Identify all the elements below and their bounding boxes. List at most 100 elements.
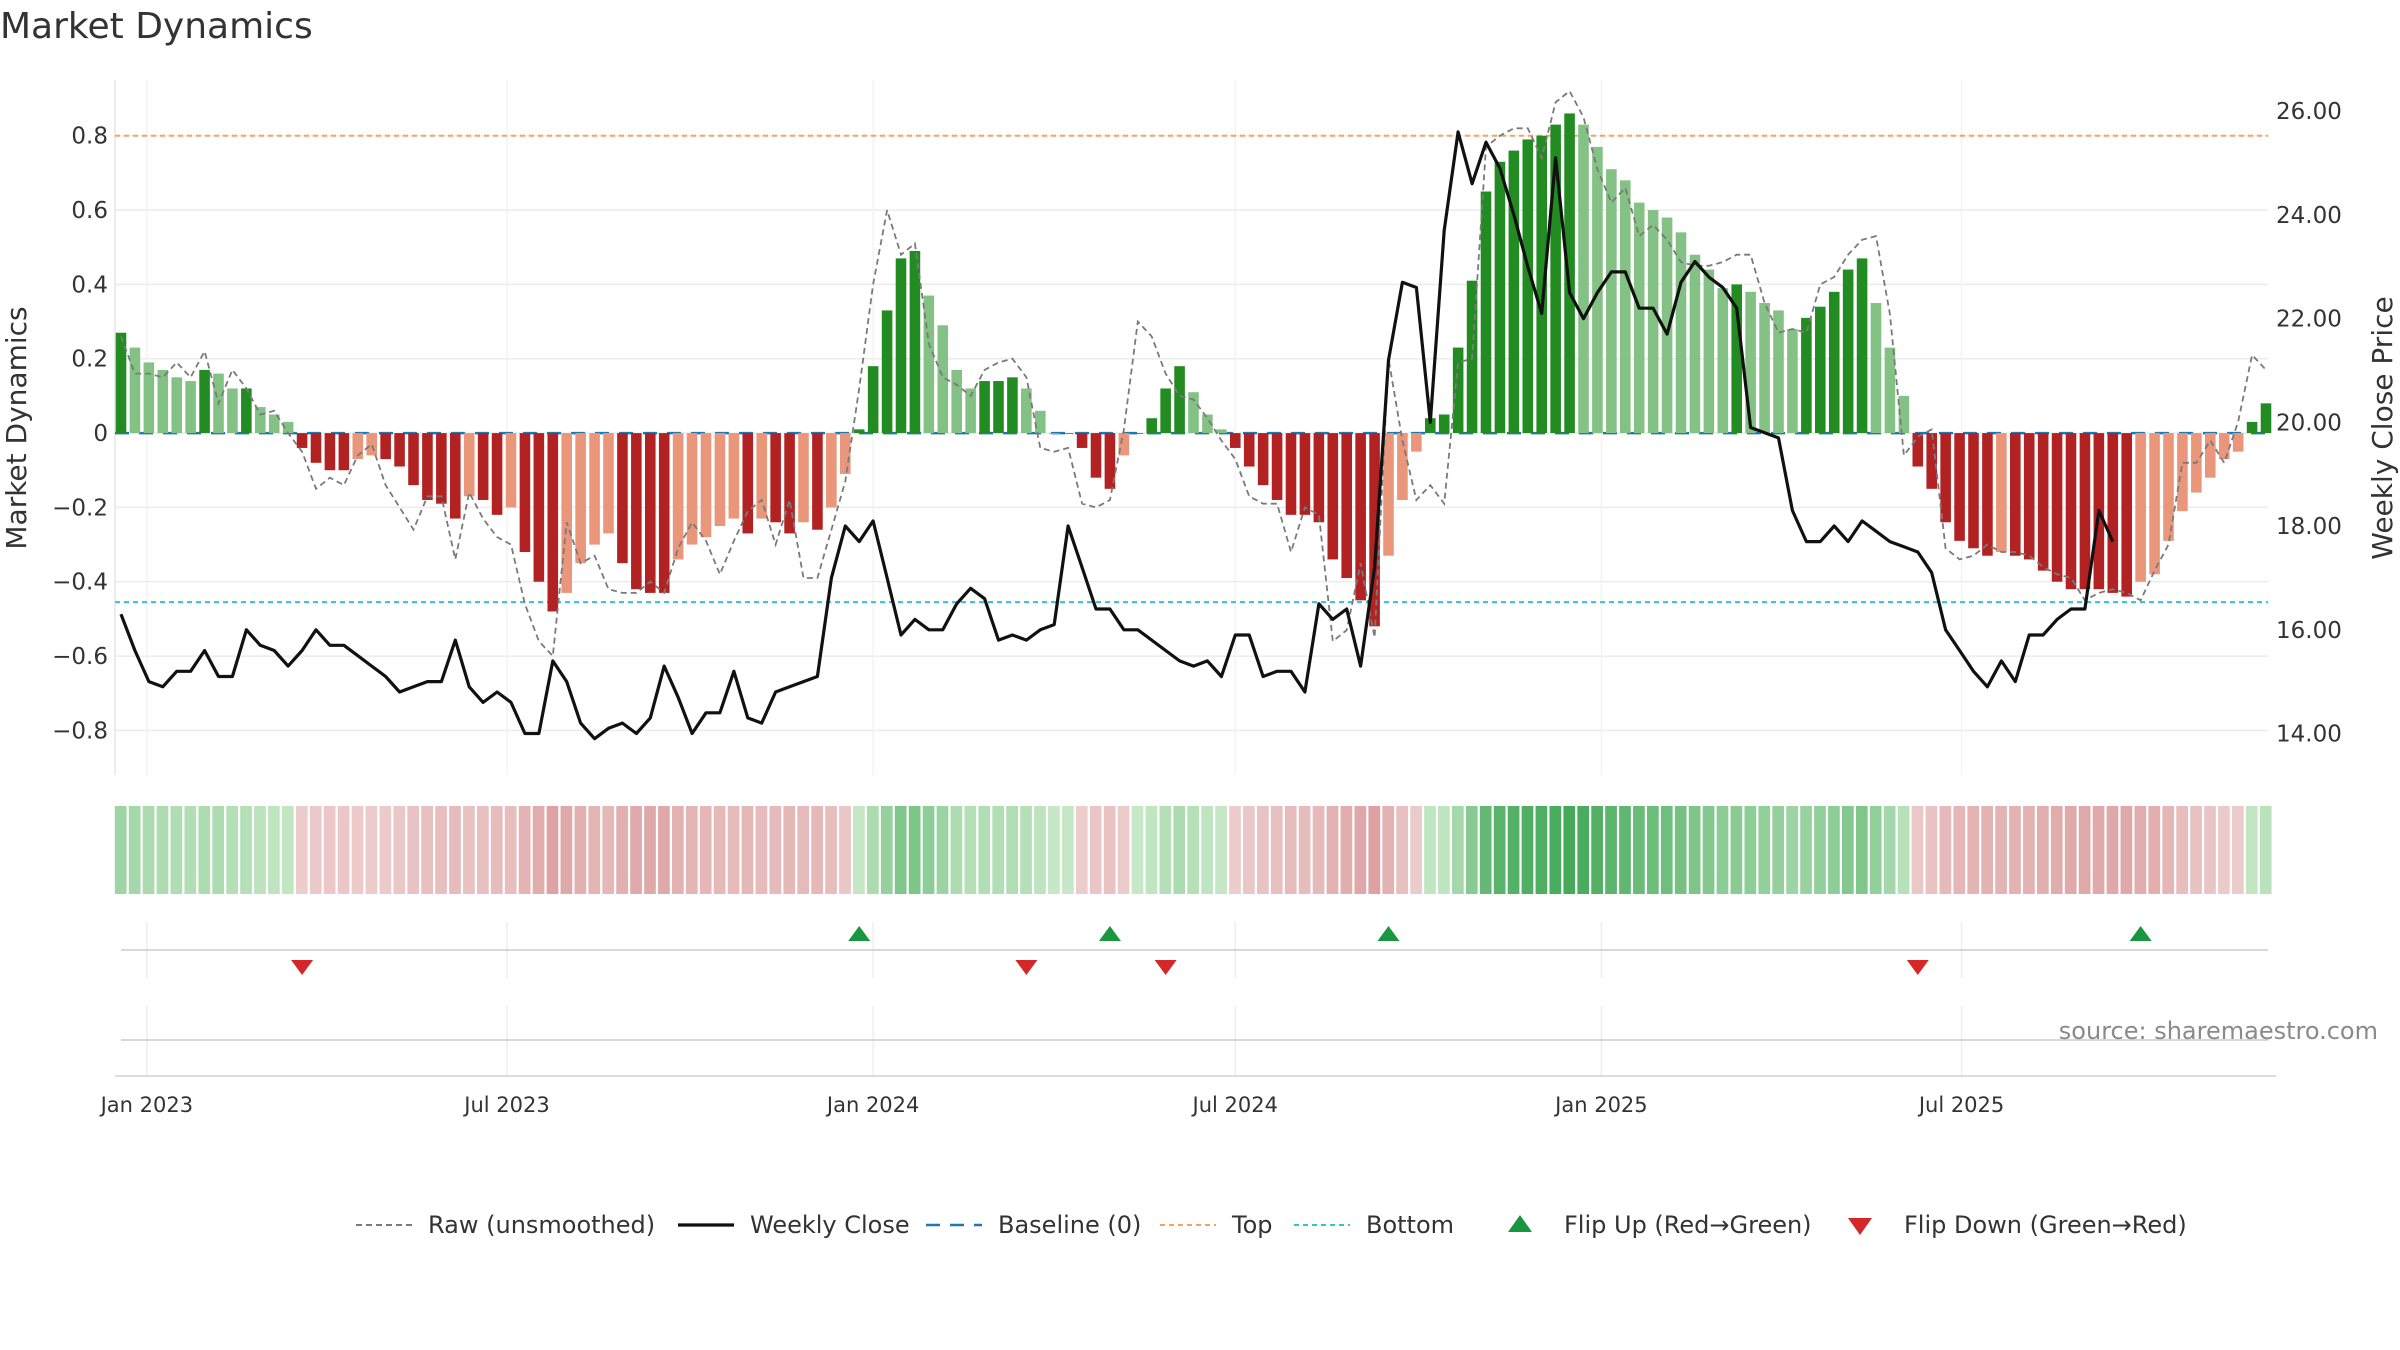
heat-cell — [588, 806, 601, 894]
legend-item: Flip Up (Red→Green) — [1508, 1211, 1812, 1239]
heat-cell — [1660, 806, 1673, 894]
heat-cell — [1563, 806, 1576, 894]
heat-cell — [1772, 806, 1785, 894]
dynamics-bar — [644, 433, 656, 593]
dynamics-bar — [1773, 310, 1784, 434]
heat-cell — [1368, 806, 1381, 894]
dynamics-bar — [700, 433, 712, 538]
heat-cell — [309, 806, 322, 894]
dynamics-bar — [1257, 433, 1269, 486]
heat-cell — [254, 806, 266, 894]
right-tick-label: 20.00 — [2276, 410, 2342, 436]
heat-cell — [2036, 806, 2049, 894]
heat-cell — [532, 806, 545, 894]
heat-cell — [1201, 806, 1213, 894]
dynamics-bar — [714, 433, 726, 526]
heat-cell — [240, 806, 252, 894]
heat-cell — [170, 806, 183, 894]
heat-cell — [1270, 806, 1283, 894]
dynamics-bar — [171, 377, 183, 434]
dynamics-bar — [2023, 433, 2035, 560]
dynamics-bar — [2204, 433, 2216, 478]
right-tick-label: 26.00 — [2276, 99, 2342, 125]
heat-cell — [2190, 806, 2202, 894]
heat-cell — [1075, 806, 1088, 894]
heat-cell — [727, 806, 740, 894]
heat-cell — [783, 806, 796, 894]
dynamics-bar — [1647, 210, 1659, 434]
dynamics-bar — [199, 369, 210, 434]
dynamics-bar — [923, 295, 935, 434]
heat-cell — [2050, 806, 2063, 894]
heat-cell — [1981, 806, 1993, 894]
source-label: source: sharemaestro.com — [2059, 1017, 2378, 1045]
date-tick-label: Jul 2024 — [1191, 1093, 1278, 1117]
heat-cell — [671, 806, 684, 894]
date-tick-label: Jan 2024 — [825, 1093, 920, 1117]
dynamics-bar — [1717, 288, 1729, 434]
raw-unsmoothed-line — [120, 89, 2267, 659]
heat-cell — [323, 806, 336, 894]
legend-item: Bottom — [1294, 1211, 1454, 1239]
left-tick-label: 0.2 — [71, 347, 108, 373]
heat-cell — [2120, 806, 2133, 894]
dynamics-bar — [338, 433, 350, 471]
heat-cell — [797, 806, 810, 894]
dynamics-bar — [143, 362, 155, 434]
dynamics-bar — [2051, 433, 2063, 582]
heat-cell — [212, 806, 225, 894]
dynamics-bar — [1146, 418, 1158, 434]
date-tick-label: Jul 2025 — [1917, 1093, 2004, 1117]
heat-cell — [685, 806, 698, 894]
dynamics-bar — [1021, 388, 1032, 434]
weekly-close-series — [119, 130, 2115, 741]
heat-cell — [407, 806, 420, 894]
heat-cell — [351, 806, 364, 894]
dynamics-bar — [1940, 433, 1951, 523]
heat-cell — [2009, 806, 2021, 894]
dynamics-bar — [784, 433, 795, 534]
legend-swatch — [1508, 1215, 1532, 1232]
heat-cell — [922, 806, 935, 894]
heat-cell — [1730, 806, 1743, 894]
heat-cell — [1061, 806, 1074, 894]
dynamics-bar — [1856, 258, 1868, 434]
dynamics-bar — [1243, 433, 1255, 467]
dynamics-bar — [1452, 347, 1464, 434]
dynamics-bar — [1661, 217, 1673, 434]
heat-cell — [1521, 806, 1534, 894]
heat-cell — [1688, 806, 1701, 894]
heat-cell — [1020, 806, 1032, 894]
dynamics-bar — [1202, 414, 1213, 434]
dynamics-bar — [770, 433, 781, 523]
flip-up-marker — [848, 926, 871, 941]
heat-cell — [1758, 806, 1771, 894]
reference-lines — [115, 134, 2268, 604]
heat-cell — [2176, 806, 2188, 894]
heat-cell — [2204, 806, 2216, 894]
dynamics-bar — [895, 258, 907, 434]
legend-label: Flip Down (Green→Red) — [1904, 1211, 2187, 1239]
heat-cell — [114, 806, 127, 894]
heat-cell — [560, 806, 573, 894]
heat-cell — [1911, 806, 1924, 894]
heat-cell — [866, 806, 879, 894]
dynamics-bar — [1954, 433, 1965, 541]
dynamics-bar — [408, 433, 419, 486]
heat-cell — [825, 806, 837, 894]
dynamics-bar — [1828, 291, 1840, 434]
dynamics-bar — [1076, 433, 1088, 448]
dynamics-bar — [282, 421, 294, 434]
dynamics-bar — [491, 433, 503, 515]
heat-cell — [658, 806, 670, 894]
heat-cell — [463, 806, 475, 894]
heat-cell — [1493, 806, 1506, 894]
dynamics-bar — [310, 433, 322, 463]
heat-cell — [1103, 806, 1116, 894]
dynamics-bar — [1926, 433, 1938, 489]
heat-cell — [1800, 806, 1812, 894]
heat-cell — [184, 806, 197, 894]
dynamics-bar — [909, 250, 921, 434]
dynamics-bar — [2121, 433, 2133, 597]
